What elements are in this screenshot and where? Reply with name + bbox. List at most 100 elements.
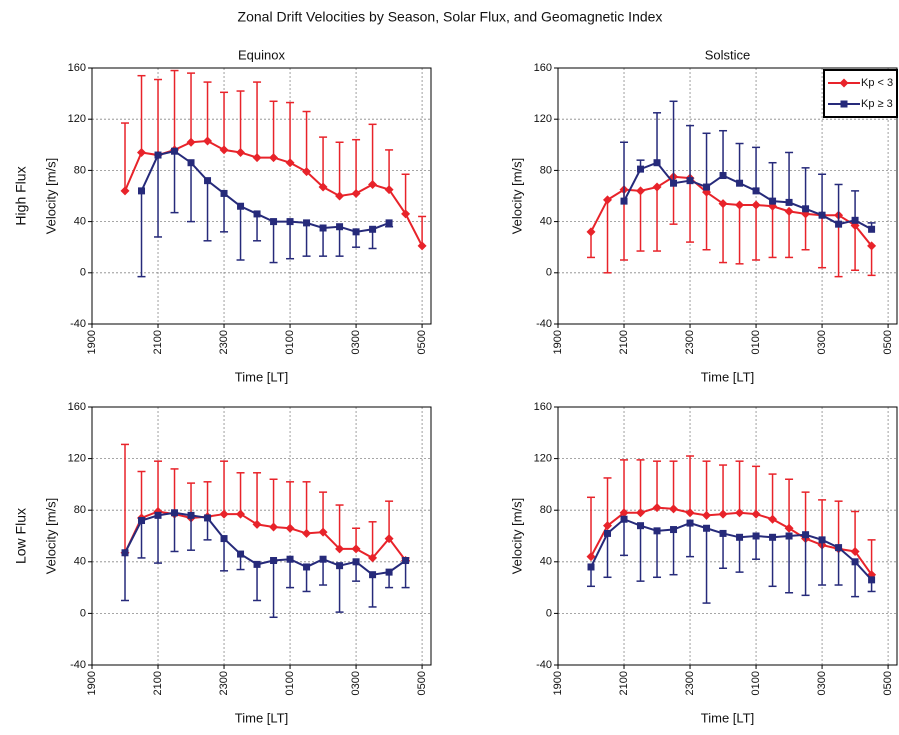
marker	[335, 544, 345, 554]
x-tick-label: 2100	[618, 671, 630, 695]
x-tick-label: 0100	[750, 330, 762, 354]
marker	[120, 186, 130, 196]
marker	[171, 509, 179, 517]
marker	[203, 136, 213, 146]
marker	[751, 200, 761, 210]
marker	[686, 177, 694, 185]
chart-title: Equinox	[238, 47, 285, 62]
marker	[603, 195, 613, 205]
marker	[719, 529, 727, 537]
x-tick-label: 2100	[152, 330, 164, 354]
marker	[604, 529, 612, 537]
marker	[735, 200, 745, 210]
y-tick-label: 80	[74, 164, 86, 176]
marker	[784, 523, 794, 533]
y-tick-label: 40	[74, 216, 86, 228]
marker	[685, 508, 695, 518]
marker	[718, 509, 728, 519]
marker	[603, 521, 613, 531]
marker	[637, 165, 645, 173]
x-tick-label: 2300	[218, 330, 230, 354]
marker	[385, 219, 393, 227]
marker	[384, 185, 394, 195]
marker	[319, 224, 327, 232]
row-label: Low Flux	[13, 508, 29, 564]
marker	[652, 503, 662, 513]
marker	[220, 189, 228, 197]
marker	[867, 241, 877, 251]
y-axis-label: Velocity [m/s]	[509, 158, 524, 235]
marker	[270, 557, 278, 565]
y-tick-label: 160	[534, 62, 552, 74]
legend-box	[823, 69, 898, 118]
marker	[653, 159, 661, 167]
y-tick-label: 120	[68, 453, 86, 465]
marker	[802, 205, 810, 213]
marker	[270, 218, 278, 226]
marker	[253, 210, 261, 218]
y-tick-label: 40	[540, 556, 552, 568]
x-tick-label: 0300	[816, 330, 828, 354]
marker	[237, 550, 245, 558]
x-axis-label: Time [LT]	[701, 369, 754, 384]
y-axis-label: Velocity [m/s]	[43, 498, 58, 575]
marker	[401, 209, 411, 219]
marker	[620, 515, 628, 523]
marker	[868, 576, 876, 584]
plot-area	[558, 407, 897, 665]
marker	[335, 191, 345, 201]
marker	[769, 197, 777, 205]
marker	[752, 187, 760, 195]
marker	[319, 555, 327, 563]
marker	[384, 534, 394, 544]
marker	[302, 528, 312, 538]
marker	[286, 218, 294, 226]
y-tick-label: 40	[540, 216, 552, 228]
y-tick-label: 160	[68, 62, 86, 74]
marker	[868, 225, 876, 233]
marker	[636, 186, 646, 196]
y-tick-label: 0	[80, 267, 86, 279]
marker	[768, 514, 778, 524]
marker	[302, 167, 312, 177]
marker	[752, 532, 760, 540]
marker	[670, 526, 678, 534]
marker	[703, 524, 711, 532]
marker	[835, 544, 843, 552]
marker	[252, 153, 262, 163]
y-tick-label: 0	[546, 267, 552, 279]
marker	[818, 536, 826, 544]
legend-marker	[840, 100, 848, 108]
marker	[702, 510, 712, 520]
marker	[802, 531, 810, 539]
plot-frame	[557, 67, 898, 325]
marker	[369, 571, 377, 579]
y-tick-label: 120	[68, 113, 86, 125]
marker	[850, 546, 860, 556]
x-tick-label: 0100	[750, 671, 762, 695]
series-line	[623, 161, 873, 231]
x-tick-label: 0500	[416, 671, 428, 695]
marker	[237, 202, 245, 210]
marker	[670, 179, 678, 187]
y-tick-label: -40	[536, 659, 552, 671]
plot-area	[92, 407, 431, 665]
x-axis-label: Time [LT]	[701, 710, 754, 725]
x-tick-label: 1900	[86, 671, 98, 695]
plot-frame	[557, 406, 898, 666]
marker	[204, 177, 212, 185]
marker	[219, 509, 229, 519]
marker	[138, 517, 146, 525]
marker	[784, 206, 794, 216]
x-tick-label: 0500	[882, 330, 894, 354]
marker	[269, 522, 279, 532]
marker	[336, 562, 344, 570]
y-tick-label: 80	[540, 504, 552, 516]
marker	[785, 532, 793, 540]
x-tick-label: 2100	[618, 330, 630, 354]
marker	[818, 211, 826, 219]
y-axis-label: Velocity [m/s]	[43, 158, 58, 235]
marker	[736, 533, 744, 541]
x-tick-label: 2300	[684, 671, 696, 695]
marker	[138, 187, 146, 195]
